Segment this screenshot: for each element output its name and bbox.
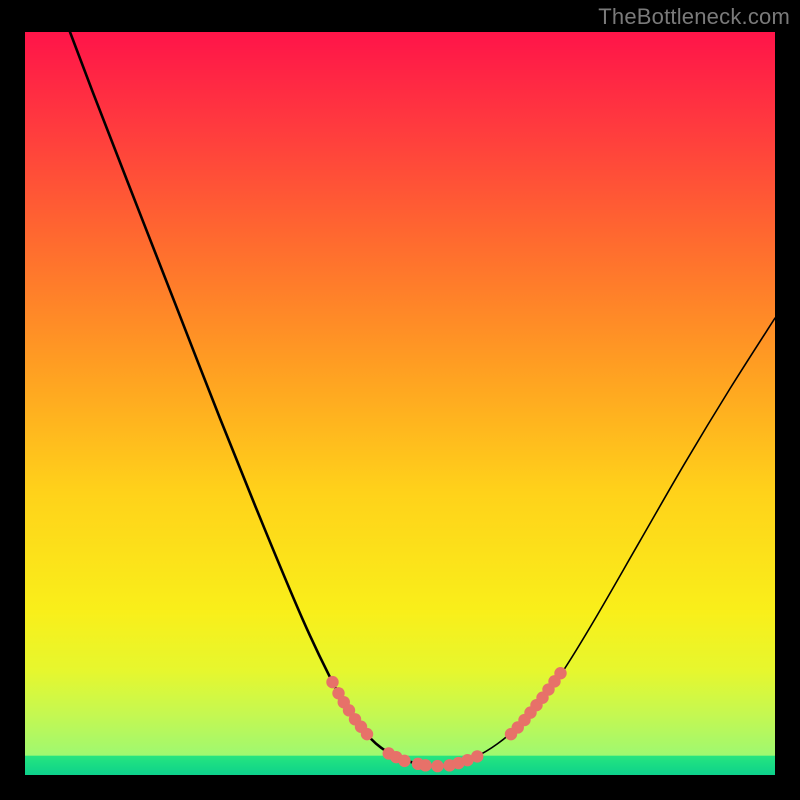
chart-frame: TheBottleneck.com [0,0,800,800]
plot-area [25,32,775,775]
marker-point [419,759,431,771]
marker-point [398,755,410,767]
marker-point [361,728,373,740]
watermark-text: TheBottleneck.com [598,4,790,30]
plot-svg [25,32,775,775]
marker-point [326,676,338,688]
plot-outer [25,32,775,775]
marker-point [471,750,483,762]
gradient-background [25,32,775,775]
marker-point [431,760,443,772]
marker-point [554,667,566,679]
